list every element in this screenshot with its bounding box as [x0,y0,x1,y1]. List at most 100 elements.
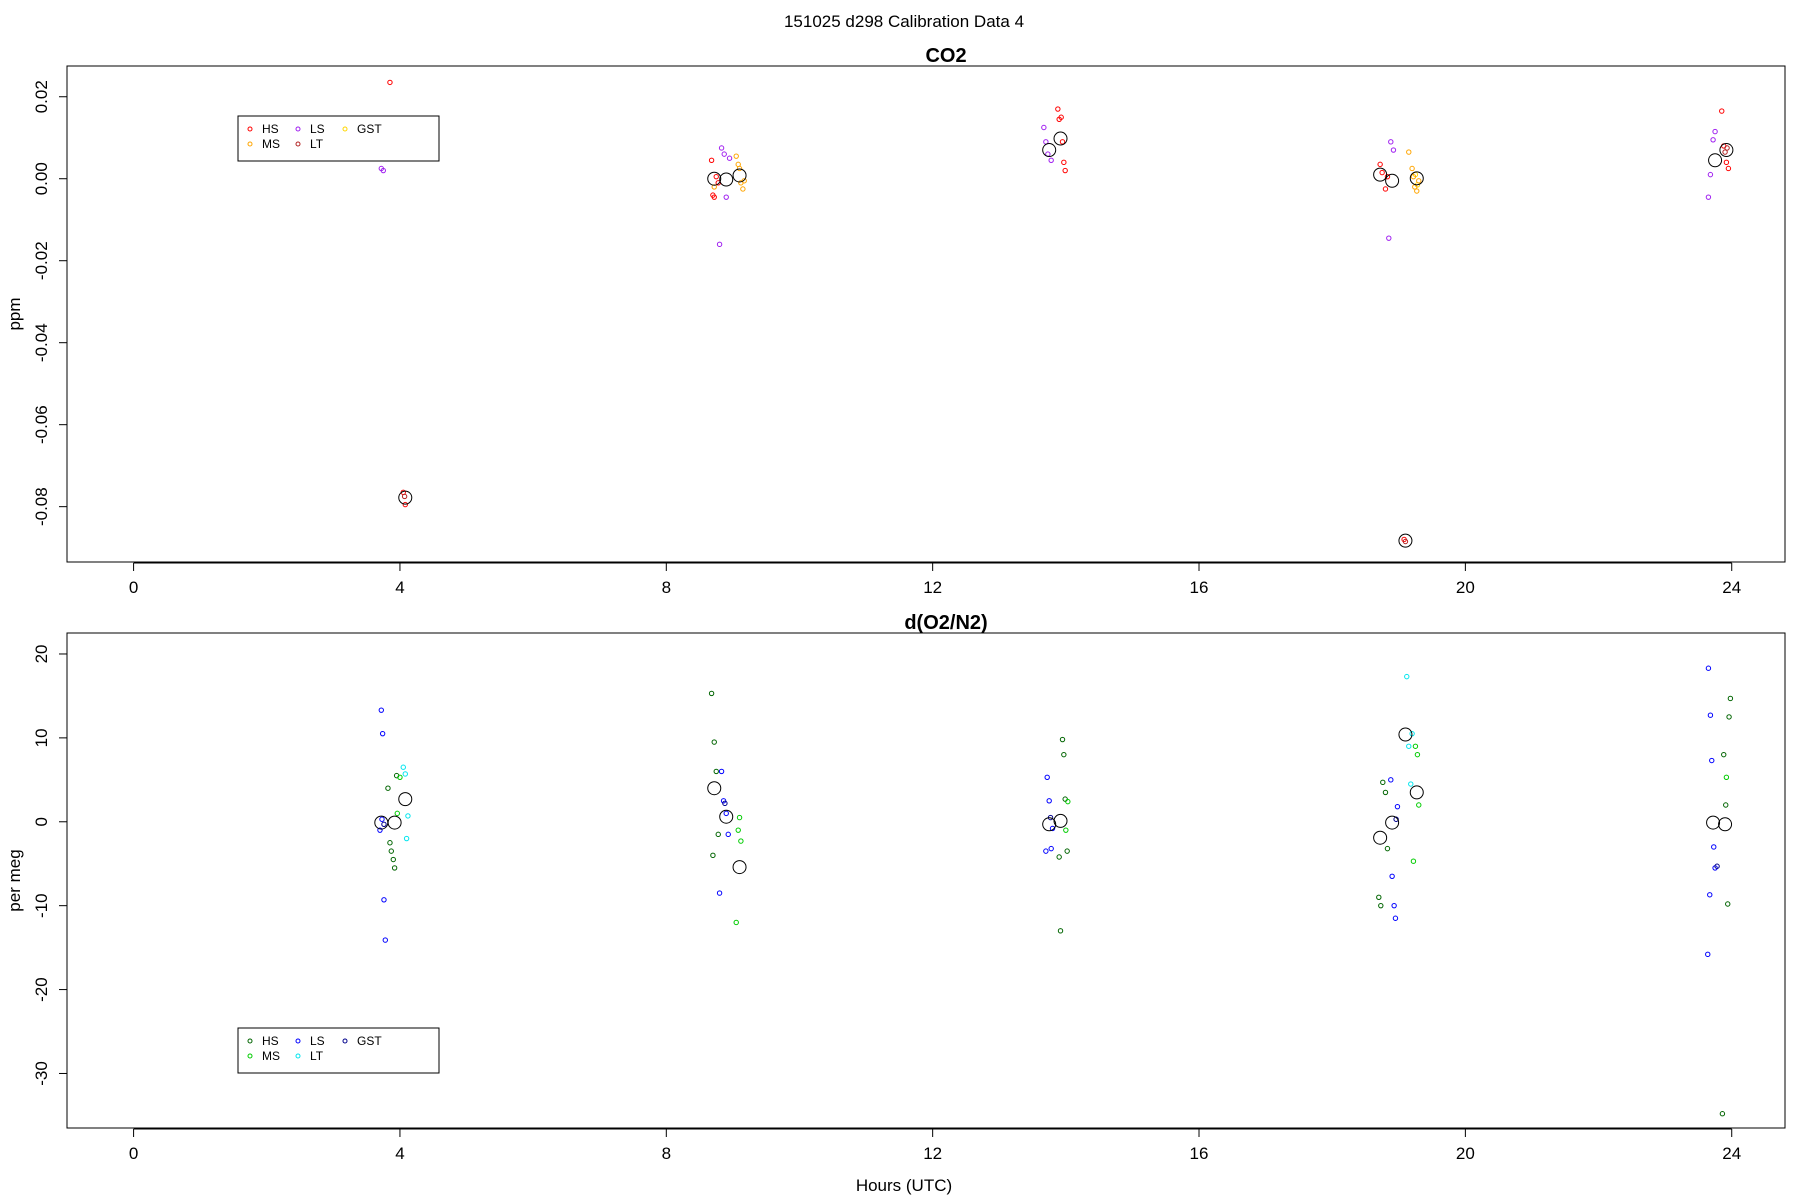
y-tick-label: -0.04 [32,323,51,362]
mean-marker [719,172,734,187]
legend-label-ms: MS [262,137,280,151]
data-point-ls [721,151,727,157]
legend-label-hs: HS [262,1034,279,1048]
data-point-ls [1705,951,1711,958]
data-point-lt [402,771,408,777]
data-point-ls [381,897,387,903]
data-point-hs [1061,751,1067,758]
data-point-ms [397,774,403,781]
data-point-ls [379,730,386,737]
mean-marker [398,792,413,807]
data-point-ms [1414,751,1421,758]
data-point-hs [1064,848,1070,854]
x-tick-label: 0 [129,1144,138,1163]
x-tick-label: 20 [1456,578,1475,597]
data-point-ls [1048,845,1054,852]
panel-co2: CO2 0 4 8 12 16 20 24 -0.08 -0.06 -0.04 -0.02 0.00 0.… [5,45,1786,597]
data-point-ls [1043,848,1049,854]
data-point-ms [1063,827,1069,833]
mean-marker [1718,817,1733,832]
data-point-ls [378,707,385,713]
x-tick-label: 0 [129,578,138,597]
data-point-hs [1059,736,1066,743]
data-point-ls [382,937,388,943]
data-point-ms [735,827,741,833]
data-point-ms [741,178,747,184]
data-point-hs [388,848,394,854]
data-point-hs [1723,802,1729,808]
data-point-hs [387,79,393,86]
y-tick-label: -0.08 [32,487,51,526]
data-point-hs [1061,159,1067,166]
data-point-hs [1059,139,1066,145]
data-point-ls [1394,803,1401,810]
data-point-ls [723,810,729,817]
data-point-gst [381,821,387,827]
data-point-ms [394,810,400,817]
figure-title: 151025 d298 Calibration Data 4 [784,12,1024,31]
data-point-ls [1048,157,1054,163]
data-point-ms [711,184,717,190]
data-point-lt [403,835,410,842]
mean-marker [1053,813,1068,828]
x-tick-label: 24 [1722,1144,1741,1163]
mean-marker [732,860,747,875]
data-point-ls [1046,798,1052,804]
mean-marker [1042,817,1057,832]
data-point-hs [1719,108,1725,114]
x-tick-label: 8 [662,578,671,597]
data-point-hs [390,856,396,863]
data-point-ls [1389,873,1395,880]
legend-box [237,115,440,162]
data-point-hs [713,173,719,180]
legend-label-ls: LS [310,122,325,136]
data-point-ms [1414,188,1420,194]
y-tick-label: -0.06 [32,405,51,444]
y-tick-label: -30 [32,1061,51,1086]
data-point-hs [1382,186,1389,192]
y-tick-label: -10 [32,893,51,918]
y-axis-label-o2n2: per meg [5,849,24,911]
data-point-lt [400,764,406,770]
legend-co2: HS LS GST MS LT [237,115,440,162]
x-tick-label: 4 [395,1144,404,1163]
plot-panels: CO2 0 4 8 12 16 20 24 -0.08 -0.06 -0.04 -0.02 0.00 0.… [5,45,1786,1163]
data-point-hs [1378,902,1384,909]
mean-marker [707,781,722,796]
data-point-ls [1390,147,1397,153]
data-point-hs [1062,796,1068,802]
data-point-ms [738,838,744,844]
data-point-ms [1410,173,1417,180]
data-point-lt [405,813,411,819]
x-tick-label: 12 [923,578,942,597]
x-tick-label: 4 [395,578,404,597]
legend-label-lt: LT [310,137,324,151]
data-point-hs [1726,714,1732,720]
mean-marker [1042,143,1057,158]
data-point-hs [1056,854,1062,860]
data-point-lt [1406,743,1412,749]
legend-swatch-lt [295,141,301,147]
legend-swatch-ms [247,141,253,147]
data-point-gst [1714,863,1720,869]
data-point-hs [1380,779,1386,786]
mean-marker [719,809,734,824]
mean-marker [1373,167,1388,182]
y-tick-label: -20 [32,977,51,1002]
data-point-ls [1391,902,1397,909]
data-point-hs [710,852,716,859]
data-point-hs [385,785,391,791]
data-point-ls [726,155,733,161]
data-point-ls [1707,712,1714,718]
y-tick-label: -0.02 [32,241,51,280]
data-point-ls [723,194,729,200]
mean-marker [1385,173,1400,188]
data-point-hs [1055,106,1061,112]
x-tick-label: 12 [923,1144,942,1163]
data-point-hs [713,768,719,775]
data-point-ms [1416,178,1422,184]
data-point-ls [718,145,725,151]
data-point-ls [1388,777,1394,783]
data-point-ls [377,827,383,833]
